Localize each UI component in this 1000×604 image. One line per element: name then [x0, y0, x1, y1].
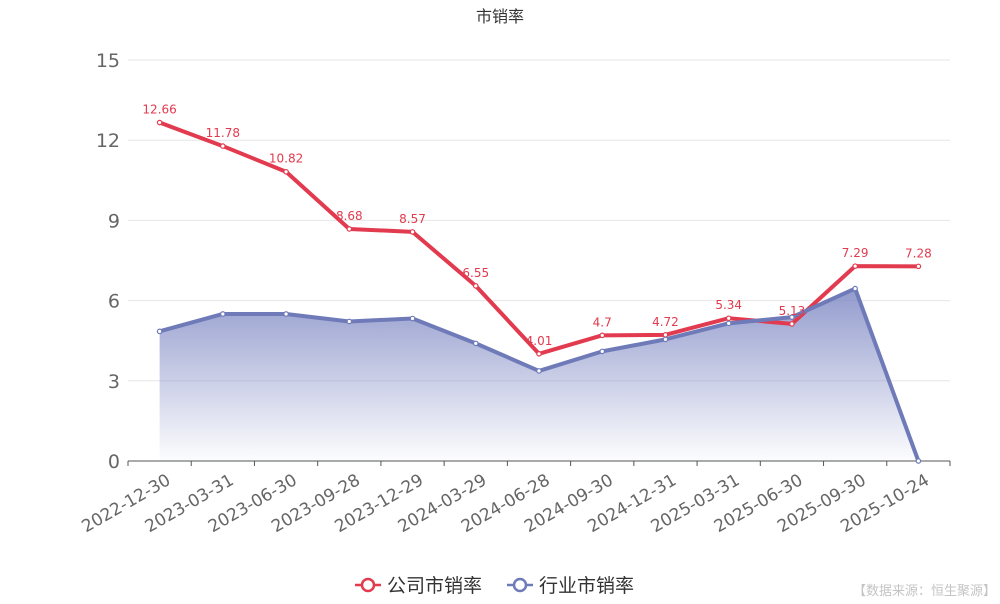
data-label: 10.82: [269, 152, 303, 166]
series-2-point: [220, 311, 226, 317]
series-layer: [156, 119, 922, 464]
series-2-point: [472, 340, 479, 347]
source-note: 【数据来源：恒生聚源】: [853, 584, 996, 599]
y-tick-label: 9: [108, 210, 120, 232]
data-label: 5.13: [779, 304, 806, 318]
series-2-point: [346, 318, 353, 325]
legend-label: 行业市销率: [539, 575, 634, 597]
y-tick-label: 6: [108, 291, 120, 313]
data-label: 11.78: [206, 126, 240, 140]
series-2-point: [156, 328, 163, 335]
series-1-point: [725, 315, 732, 322]
series-1-point: [283, 168, 289, 175]
series-2-point: [536, 368, 542, 374]
series-2-point: [283, 311, 289, 317]
series-2-point: [409, 315, 416, 322]
series-1-point: [220, 143, 226, 149]
data-label: 6.55: [462, 266, 489, 280]
series-2-point: [725, 320, 732, 327]
series-1-point: [789, 321, 795, 327]
series-1-point: [472, 283, 479, 289]
axis-layer: 036912152022-12-302023-03-312023-06-3020…: [79, 50, 951, 537]
legend-marker-icon: [512, 577, 528, 593]
data-label: 4.7: [593, 315, 612, 329]
data-label: 8.68: [336, 209, 363, 223]
data-label: 8.57: [399, 212, 426, 226]
y-tick-label: 0: [108, 451, 120, 473]
data-label: 4.01: [526, 334, 553, 348]
series-area-2: [159, 288, 919, 461]
series-1-point: [662, 332, 669, 338]
series-1-point: [346, 226, 353, 232]
y-tick-label: 3: [108, 371, 120, 393]
data-label: 7.28: [905, 246, 932, 260]
data-label: 5.34: [715, 298, 742, 312]
series-2-point: [662, 336, 669, 343]
chart-title: 市销率: [476, 7, 524, 26]
series-1-point: [852, 263, 858, 269]
data-label: 12.66: [142, 103, 176, 117]
legend[interactable]: 公司市销率 行业市销率: [355, 575, 634, 597]
series-1-point: [536, 350, 542, 357]
series-1-point: [599, 332, 606, 339]
data-label: 4.72: [652, 315, 679, 329]
series-1-point: [915, 263, 922, 270]
area-layer: [159, 288, 919, 461]
series-1-point: [156, 119, 163, 126]
y-tick-label: 12: [96, 130, 120, 152]
data-label: 7.29: [842, 246, 869, 260]
series-2-point: [599, 348, 606, 355]
series-1-point: [409, 229, 416, 235]
legend-marker-icon: [360, 577, 376, 593]
label-layer: 12.66 11.78 10.82 8.68 8.57 6.55 4.01 4.7 4.72 5.…: [142, 103, 931, 348]
series-2-point: [915, 458, 922, 464]
legend-item-1[interactable]: 公司市销率: [355, 575, 482, 597]
legend-label: 公司市销率: [387, 575, 482, 597]
y-tick-label: 15: [96, 50, 120, 72]
series-2-point: [789, 314, 795, 320]
series-2-point: [852, 285, 858, 292]
legend-item-2[interactable]: 行业市销率: [507, 575, 634, 597]
